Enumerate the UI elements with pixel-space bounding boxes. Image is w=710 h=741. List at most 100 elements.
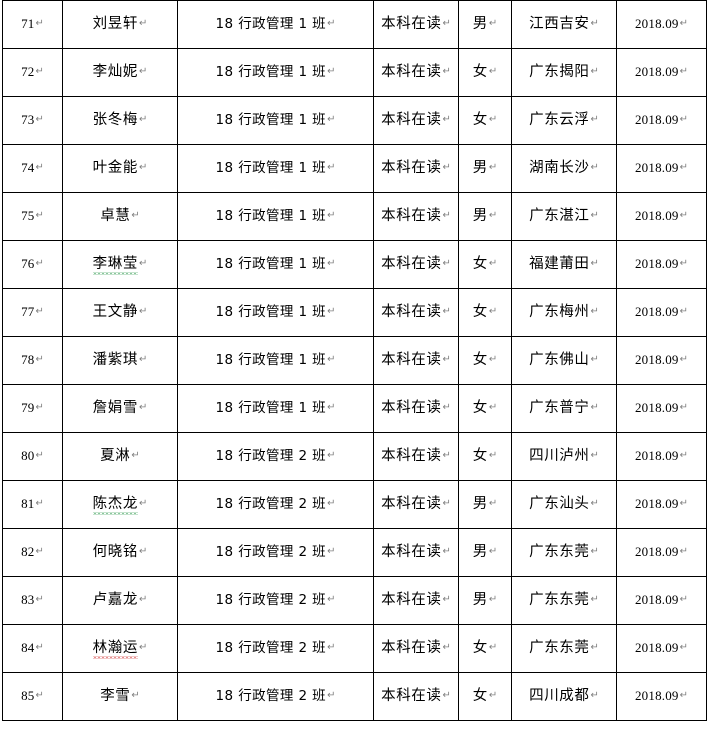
place-of-origin-value: 广东汕头 xyxy=(529,495,590,512)
paragraph-mark-icon: ↵ xyxy=(138,593,148,605)
place-of-origin-text: 江西吉安↵ xyxy=(529,15,599,33)
paragraph-mark-icon: ↵ xyxy=(442,65,451,77)
paragraph-mark-icon: ↵ xyxy=(442,593,451,605)
enrollment-status-text: 本科在读↵ xyxy=(381,304,451,321)
paragraph-mark-icon: ↵ xyxy=(488,209,498,221)
place-of-origin-text: 四川泸州↵ xyxy=(529,448,599,465)
gender-value: 女 xyxy=(472,687,488,704)
enrollment-date-text: 2018.09↵ xyxy=(635,352,688,367)
paragraph-mark-icon: ↵ xyxy=(442,113,451,125)
paragraph-mark-icon: ↵ xyxy=(35,498,44,510)
student-name-text: 张冬梅↵ xyxy=(93,112,148,129)
paragraph-mark-icon: ↵ xyxy=(590,113,599,125)
serial-number-text: 77↵ xyxy=(21,304,44,319)
serial-number-value: 74 xyxy=(21,160,35,176)
student-name-text: 何晓铭↵ xyxy=(92,543,148,561)
enrollment-status-cell: 本科在读↵ xyxy=(373,192,459,241)
gender-text: 男↵ xyxy=(473,496,498,513)
paragraph-mark-icon: ↵ xyxy=(35,546,44,558)
paragraph-mark-icon: ↵ xyxy=(327,66,336,78)
serial-number-value: 73 xyxy=(21,112,35,128)
place-of-origin-value: 广东揭阳 xyxy=(529,63,590,80)
student-name-value: 卓慧 xyxy=(100,207,131,224)
table-row: 83↵ 卢嘉龙↵ 18 行政管理 2 班↵ 本科在读↵ 男↵ 广东东莞↵ 2018.09↵ xyxy=(2,576,707,625)
student-name-cell: 李琳莹↵ xyxy=(62,240,178,289)
serial-number-text: 84↵ xyxy=(21,640,44,656)
serial-number-cell: 75↵ xyxy=(2,192,63,241)
class-cell: 18 行政管理 1 班↵ xyxy=(177,336,374,385)
place-of-origin-text: 广东普宁↵ xyxy=(529,400,599,417)
serial-number-value: 71 xyxy=(21,16,35,32)
enrollment-status-cell: 本科在读↵ xyxy=(373,336,459,385)
paragraph-mark-icon: ↵ xyxy=(488,353,498,365)
place-of-origin-value: 四川成都 xyxy=(529,687,590,704)
gender-cell: 女↵ xyxy=(458,96,512,145)
paragraph-mark-icon: ↵ xyxy=(488,593,498,605)
paragraph-mark-icon: ↵ xyxy=(138,257,148,269)
paragraph-mark-icon: ↵ xyxy=(442,305,451,317)
paragraph-mark-icon: ↵ xyxy=(442,545,451,557)
paragraph-mark-icon: ↵ xyxy=(327,690,336,702)
enrollment-date-text: 2018.09↵ xyxy=(635,112,688,127)
enrollment-status-value: 本科在读 xyxy=(381,159,442,176)
paragraph-mark-icon: ↵ xyxy=(488,113,498,125)
paragraph-mark-icon: ↵ xyxy=(679,18,689,30)
paragraph-mark-icon: ↵ xyxy=(590,17,599,29)
paragraph-mark-icon: ↵ xyxy=(590,353,599,365)
student-name-value: 何晓铭 xyxy=(92,543,138,560)
gender-text: 男↵ xyxy=(472,591,498,609)
paragraph-mark-icon: ↵ xyxy=(679,690,689,702)
paragraph-mark-icon: ↵ xyxy=(327,498,336,510)
enrollment-status-cell: 本科在读↵ xyxy=(373,528,459,577)
paragraph-mark-icon: ↵ xyxy=(35,450,44,462)
serial-number-cell: 82↵ xyxy=(2,528,63,577)
serial-number-cell: 81↵ xyxy=(2,480,63,529)
paragraph-mark-icon: ↵ xyxy=(327,306,336,318)
class-text: 18 行政管理 1 班↵ xyxy=(216,305,336,320)
student-name-text: 夏淋↵ xyxy=(100,447,140,465)
paragraph-mark-icon: ↵ xyxy=(679,306,689,318)
place-of-origin-value: 广东梅州 xyxy=(529,303,590,320)
serial-number-value: 84 xyxy=(21,640,35,656)
serial-number-text: 85↵ xyxy=(21,688,44,703)
class-cell: 18 行政管理 2 班↵ xyxy=(177,576,374,625)
paragraph-mark-icon: ↵ xyxy=(35,690,44,702)
gender-value: 男 xyxy=(472,591,488,608)
paragraph-mark-icon: ↵ xyxy=(138,545,148,557)
place-of-origin-value: 江西吉安 xyxy=(529,15,590,32)
enrollment-status-value: 本科在读 xyxy=(381,639,442,656)
class-cell: 18 行政管理 2 班↵ xyxy=(177,624,374,673)
place-of-origin-cell: 广东佛山↵ xyxy=(511,336,617,385)
paragraph-mark-icon: ↵ xyxy=(138,305,148,317)
serial-number-value: 82 xyxy=(21,544,35,560)
paragraph-mark-icon: ↵ xyxy=(442,17,451,29)
class-text: 18 行政管理 1 班↵ xyxy=(216,209,336,224)
class-value: 18 行政管理 2 班 xyxy=(215,496,327,513)
table-row: 84↵ 林瀚运↵ 18 行政管理 2 班↵ 本科在读↵ 女↵ 广东东莞↵ 2018.09↵ xyxy=(2,624,707,673)
enrollment-status-value: 本科在读 xyxy=(381,111,442,128)
student-name-value: 夏淋 xyxy=(100,447,131,464)
enrollment-date-cell: 2018.09↵ xyxy=(616,288,707,337)
gender-text: 男↵ xyxy=(473,208,498,225)
paragraph-mark-icon: ↵ xyxy=(679,210,689,222)
paragraph-mark-icon: ↵ xyxy=(590,401,599,413)
class-cell: 18 行政管理 1 班↵ xyxy=(177,384,374,433)
gender-text: 女↵ xyxy=(473,352,498,369)
class-value: 18 行政管理 1 班 xyxy=(215,160,327,177)
gender-text: 女↵ xyxy=(473,448,498,465)
place-of-origin-text: 广东东莞↵ xyxy=(529,592,599,609)
class-cell: 18 行政管理 2 班↵ xyxy=(177,528,374,577)
paragraph-mark-icon: ↵ xyxy=(590,257,599,269)
paragraph-mark-icon: ↵ xyxy=(327,450,336,462)
gender-text: 男↵ xyxy=(473,160,498,177)
paragraph-mark-icon: ↵ xyxy=(590,209,599,221)
paragraph-mark-icon: ↵ xyxy=(327,354,336,366)
serial-number-text: 83↵ xyxy=(21,592,44,607)
enrollment-date-text: 2018.09↵ xyxy=(635,160,688,175)
paragraph-mark-icon: ↵ xyxy=(442,161,451,173)
paragraph-mark-icon: ↵ xyxy=(679,258,689,270)
gender-cell: 男↵ xyxy=(458,192,512,241)
student-name-value: 李雪 xyxy=(100,687,131,704)
serial-number-text: 71↵ xyxy=(21,16,44,32)
paragraph-mark-icon: ↵ xyxy=(590,161,599,173)
